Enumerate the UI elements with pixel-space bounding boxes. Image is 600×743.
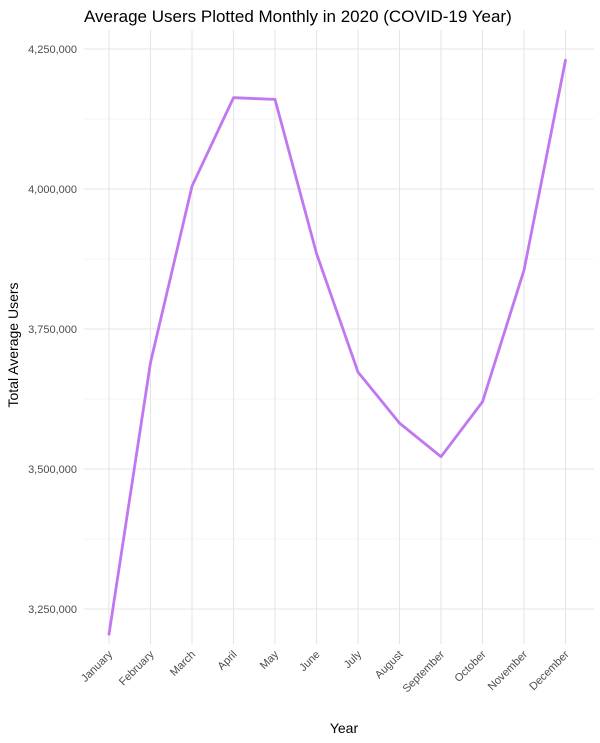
series-line [107, 58, 567, 636]
x-tick-label: May [258, 648, 282, 672]
y-tick-label: 3,750,000 [28, 324, 77, 336]
x-tick-label: July [342, 648, 365, 671]
chart-title: Average Users Plotted Monthly in 2020 (C… [84, 7, 512, 26]
x-tick-label: October [452, 648, 488, 684]
x-axis-ticks: January February March April May June July Augu… [79, 648, 572, 695]
x-tick-label: April [216, 649, 240, 673]
x-tick-label: November [486, 648, 531, 693]
y-axis-title: Total Average Users [5, 282, 21, 407]
x-tick-label: January [79, 648, 116, 685]
y-tick-label: 3,500,000 [28, 464, 77, 476]
y-axis-ticks: 3,250,000 3,500,000 3,750,000 4,000,000 4,25… [28, 44, 77, 616]
x-tick-label: September [401, 648, 448, 695]
x-axis-title: Year [330, 720, 359, 736]
series-layer [107, 58, 567, 636]
x-tick-label: March [168, 649, 198, 679]
x-tick-label: June [297, 649, 322, 674]
y-tick-label: 4,250,000 [28, 44, 77, 56]
x-tick-label: February [117, 648, 157, 688]
x-tick-label: August [373, 649, 406, 682]
x-tick-label: December [527, 648, 572, 693]
y-tick-label: 3,250,000 [28, 604, 77, 616]
y-tick-label: 4,000,000 [28, 184, 77, 196]
grid [84, 30, 594, 644]
